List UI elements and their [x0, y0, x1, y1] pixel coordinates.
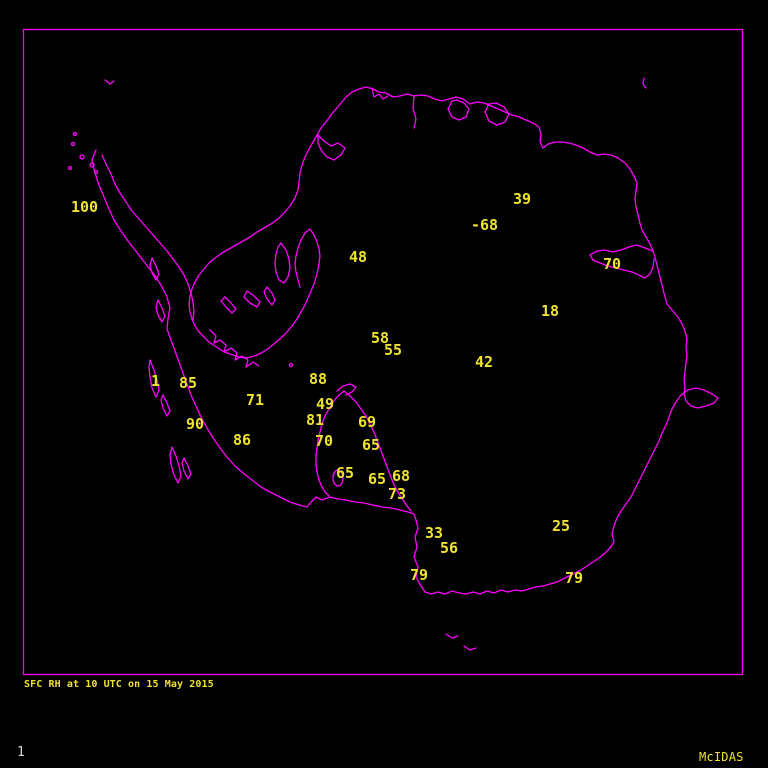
station-value: 85 [179, 374, 198, 392]
frame-number: 1 [17, 745, 25, 760]
station-value: 49 [316, 395, 335, 413]
ross-bay-east-edge [343, 390, 412, 512]
west-island-5 [169, 446, 182, 484]
station-value: 69 [358, 413, 377, 431]
ronne-sliver-island-3 [220, 296, 237, 314]
small-islet [288, 362, 294, 368]
station-value: 81 [306, 411, 325, 429]
west-island-4 [160, 394, 171, 417]
nw-islet-dash [104, 79, 115, 85]
station-value: 18 [541, 302, 560, 320]
ronne-sliver-island-1 [243, 290, 261, 308]
station-value: 1 [151, 372, 161, 390]
shelf-edge-detail-4 [447, 99, 470, 121]
station-value: 100 [71, 198, 99, 216]
west-island-3 [148, 359, 160, 398]
berkner-island [274, 242, 291, 284]
shelf-edge-detail-2 [371, 87, 389, 100]
station-value: 70 [603, 255, 622, 273]
station-value: 65 [368, 470, 387, 488]
station-value: 42 [475, 353, 494, 371]
status-line: SFC RH at 10 UTC on 15 May 2015 [24, 679, 214, 690]
south-islet-1 [445, 633, 459, 639]
west-island-6 [181, 457, 192, 480]
west-island-1 [149, 257, 160, 281]
west-island-2 [155, 299, 166, 323]
station-value: 70 [315, 432, 334, 450]
station-value: 88 [309, 370, 328, 388]
mcidas-watermark: McIDAS [699, 750, 744, 764]
ne-islet-dash [642, 77, 647, 89]
station-value: 56 [440, 539, 459, 557]
ross-bay-top-hook [336, 383, 357, 396]
station-value: 79 [565, 569, 584, 587]
station-value: -68 [471, 216, 499, 234]
ross-bay-west-edge [315, 390, 345, 497]
nw-islet [89, 162, 95, 168]
station-value: 68 [392, 467, 411, 485]
station-value: 39 [513, 190, 532, 208]
station-value: 73 [388, 485, 407, 503]
south-islet-2 [463, 645, 477, 651]
ronne-sliver-island-2 [263, 286, 276, 306]
station-value: 48 [349, 248, 368, 266]
nw-islet [70, 141, 76, 147]
station-value: 79 [410, 566, 429, 584]
cape-hook-coast [589, 244, 655, 279]
shelf-edge-detail-3 [412, 96, 417, 129]
station-value: 25 [552, 517, 571, 535]
station-value: 65 [336, 464, 355, 482]
shelf-edge-detail-1 [317, 134, 346, 161]
antarctica-coastline [91, 86, 719, 595]
shelf-edge-detail-5 [484, 102, 510, 126]
station-value: 86 [233, 431, 252, 449]
station-value: 71 [246, 391, 265, 409]
nw-islet [93, 169, 99, 175]
map-frame-border [22, 28, 744, 676]
station-value: 58 [371, 329, 390, 347]
ross-bay-island [332, 469, 344, 487]
nw-islet [79, 154, 85, 160]
peninsula-east-coast [101, 154, 195, 321]
station-value: 55 [384, 341, 403, 359]
station-value: 33 [425, 524, 444, 542]
ronne-south-fingers [209, 329, 260, 368]
station-value: 65 [362, 436, 381, 454]
station-value: 90 [186, 415, 205, 433]
nw-islet [67, 165, 73, 171]
nw-islet [72, 131, 78, 137]
